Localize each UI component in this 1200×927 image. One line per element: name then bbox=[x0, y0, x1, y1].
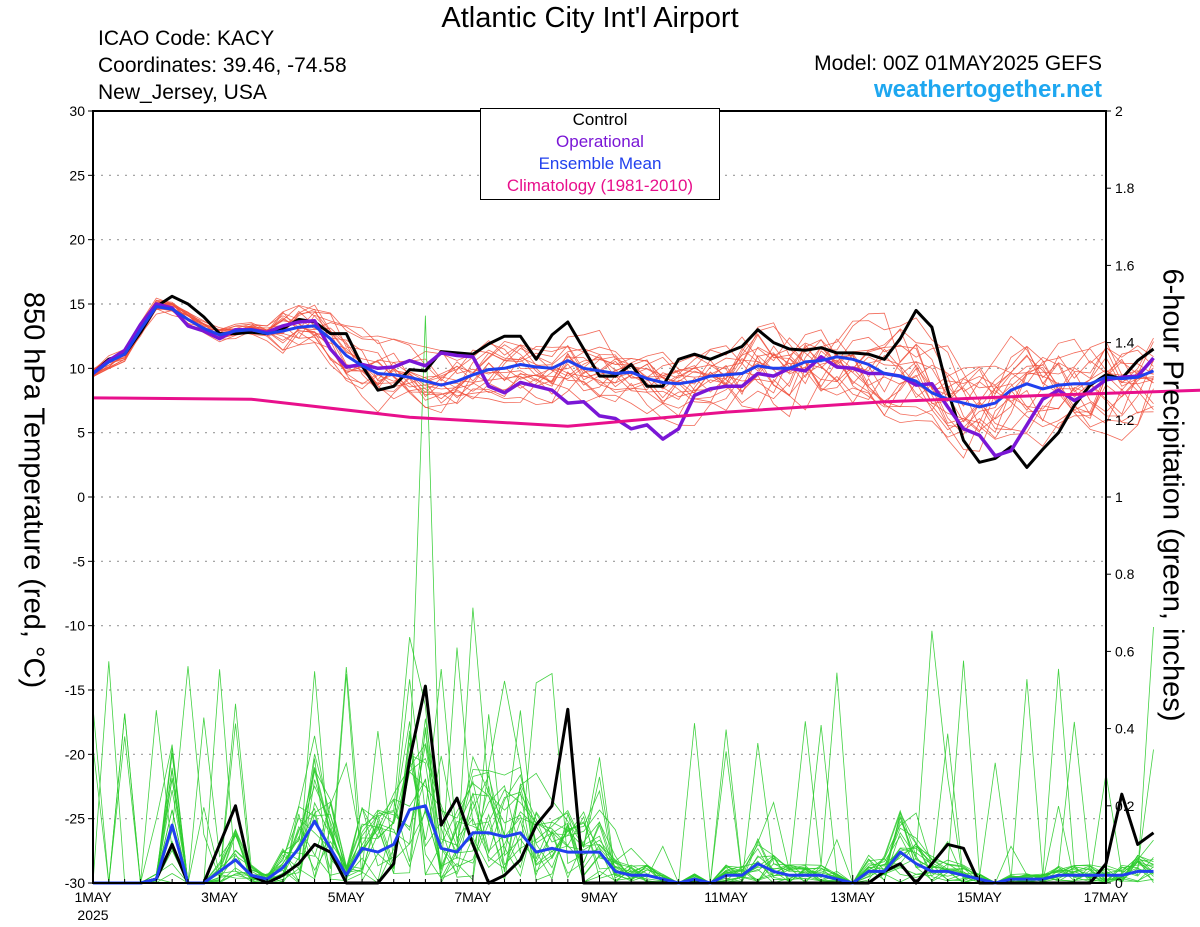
grid-lines bbox=[93, 111, 1106, 883]
y-axis-label-left: 850 hPa Temperature (red, °C) bbox=[17, 291, 50, 689]
y-tick-label-left: -20 bbox=[65, 746, 85, 762]
site-link[interactable]: weathertogether.net bbox=[873, 76, 1102, 103]
y-tick-label-right: 1.8 bbox=[1115, 180, 1135, 196]
y-tick-label-right: 1.6 bbox=[1115, 257, 1135, 273]
temperature-member-line bbox=[92, 308, 1154, 452]
ensemble-mean-temperature-line bbox=[92, 305, 1155, 409]
y-tick-label-left: 20 bbox=[69, 232, 85, 248]
y-tick-label-right: 1.4 bbox=[1115, 335, 1135, 351]
ensemble-mean-precipitation-line bbox=[93, 804, 1154, 885]
legend-operational: Operational bbox=[556, 132, 644, 151]
temperature-member-line bbox=[92, 303, 1154, 438]
x-tick-label: 5MAY bbox=[328, 889, 366, 905]
coordinates: Coordinates: 39.46, -74.58 bbox=[98, 54, 347, 77]
y-tick-label-left: 5 bbox=[77, 425, 85, 441]
legend: Control Operational Ensemble Mean Climat… bbox=[480, 108, 720, 200]
icao-code: ICAO Code: KACY bbox=[98, 27, 275, 50]
y-tick-label-right: 0.2 bbox=[1115, 798, 1135, 814]
y-tick-label-right: 0.4 bbox=[1115, 721, 1135, 737]
y-tick-label-left: 30 bbox=[69, 103, 85, 119]
legend-ensemble-mean: Ensemble Mean bbox=[538, 154, 662, 173]
temperature-member-line bbox=[92, 308, 1154, 441]
y-tick-label-left: -10 bbox=[65, 618, 85, 634]
y-tick-label-left: 0 bbox=[77, 489, 85, 505]
y-tick-label-right: 1 bbox=[1115, 489, 1123, 505]
plot-area bbox=[93, 111, 1106, 883]
y-tick-label-right: 0.6 bbox=[1115, 643, 1135, 659]
x-tick-label: 11MAY bbox=[704, 889, 748, 905]
legend-control: Control bbox=[572, 110, 628, 129]
x-year-label: 2025 bbox=[77, 907, 108, 923]
x-tick-label: 15MAY bbox=[957, 889, 1003, 905]
y-tick-label-left: 10 bbox=[69, 360, 85, 376]
y-tick-label-left: 15 bbox=[69, 296, 85, 312]
y-tick-label-left: -5 bbox=[73, 553, 86, 569]
climatology-line bbox=[92, 388, 1200, 428]
y-tick-label-left: -15 bbox=[65, 682, 85, 698]
x-tick-label: 7MAY bbox=[454, 889, 492, 905]
axes: 302520151050-5-10-15-20-25-3021.81.61.41… bbox=[65, 103, 1135, 923]
y-tick-label-left: 25 bbox=[69, 167, 85, 183]
y-axis-label-right: 6-hour Precipitation (green, inches) bbox=[1156, 268, 1189, 722]
x-tick-label: 17MAY bbox=[1084, 889, 1130, 905]
legend-climatology: Climatology (1981-2010) bbox=[506, 176, 694, 195]
y-tick-label-right: 2 bbox=[1115, 103, 1123, 119]
x-tick-label: 3MAY bbox=[201, 889, 239, 905]
x-tick-label: 1MAY bbox=[74, 889, 112, 905]
y-tick-label-right: 1.2 bbox=[1115, 412, 1135, 428]
model-run: Model: 00Z 01MAY2025 GEFS bbox=[814, 52, 1102, 75]
temperature-member-line bbox=[92, 302, 1154, 459]
y-tick-label-right: 0 bbox=[1115, 875, 1123, 891]
temperature-member-line bbox=[92, 303, 1154, 416]
region: New_Jersey, USA bbox=[98, 81, 267, 104]
precipitation-member-line bbox=[93, 669, 1154, 884]
y-tick-label-left: -30 bbox=[65, 875, 85, 891]
y-tick-label-left: -25 bbox=[65, 811, 85, 827]
page-title: Atlantic City Int'l Airport bbox=[441, 2, 739, 34]
operational-temperature-line bbox=[91, 302, 1155, 458]
y-tick-label-right: 0.8 bbox=[1115, 566, 1135, 582]
x-tick-label: 13MAY bbox=[830, 889, 876, 905]
x-tick-label: 9MAY bbox=[581, 889, 619, 905]
